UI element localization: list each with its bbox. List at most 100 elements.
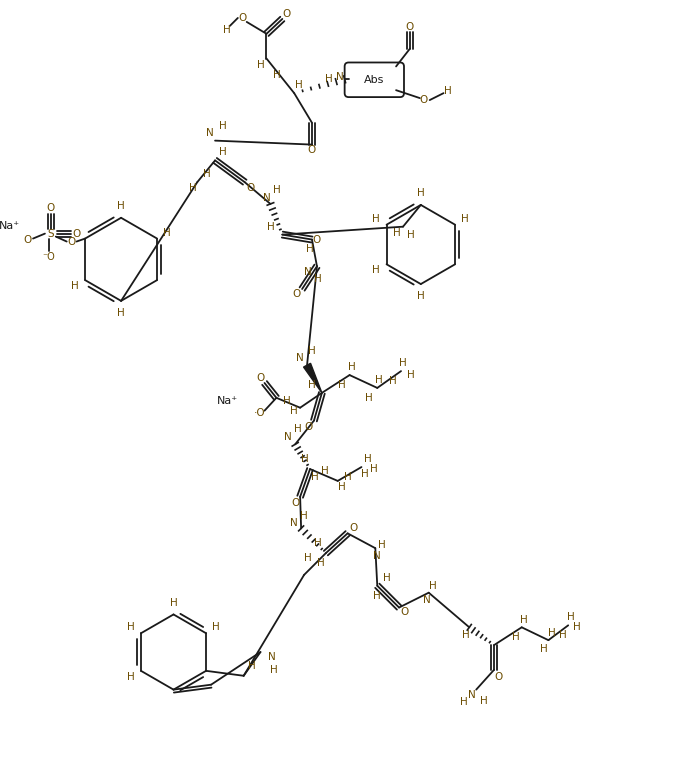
Text: O: O <box>47 203 55 213</box>
Text: O: O <box>420 95 428 105</box>
Text: H: H <box>290 405 298 416</box>
Text: H: H <box>294 424 302 434</box>
Text: O: O <box>256 373 264 383</box>
Text: H: H <box>428 581 437 591</box>
Text: H: H <box>443 86 452 96</box>
Text: H: H <box>223 25 231 35</box>
Text: H: H <box>283 395 291 406</box>
Text: H: H <box>548 628 555 639</box>
Text: N: N <box>468 690 476 700</box>
Text: H: H <box>304 553 312 563</box>
Text: H: H <box>348 362 355 372</box>
Text: O: O <box>23 235 31 245</box>
Text: H: H <box>219 148 227 158</box>
Text: O: O <box>401 607 409 617</box>
Text: Abs: Abs <box>364 75 384 85</box>
Text: H: H <box>372 265 380 275</box>
Text: H: H <box>417 188 424 198</box>
Text: H: H <box>271 664 278 675</box>
Text: H: H <box>338 482 346 491</box>
Text: H: H <box>314 538 322 548</box>
Text: H: H <box>559 630 567 640</box>
Text: N: N <box>206 128 214 138</box>
Text: O: O <box>495 672 503 682</box>
Text: ·O: ·O <box>254 408 265 418</box>
Text: H: H <box>300 511 308 520</box>
Text: H: H <box>573 623 581 632</box>
Text: H: H <box>376 375 383 385</box>
Text: H: H <box>189 183 197 193</box>
Text: H: H <box>257 60 264 70</box>
Text: H: H <box>295 80 303 90</box>
Text: H: H <box>247 661 256 671</box>
Text: N: N <box>336 72 344 82</box>
Text: H: H <box>520 616 527 626</box>
Text: H: H <box>462 214 469 224</box>
Text: H: H <box>365 393 374 403</box>
Text: H: H <box>314 274 322 284</box>
Text: H: H <box>407 370 415 380</box>
Text: H: H <box>540 644 547 654</box>
Text: Na⁺: Na⁺ <box>218 395 239 406</box>
Text: N: N <box>290 518 298 528</box>
Text: H: H <box>512 632 519 642</box>
Text: N: N <box>304 267 312 277</box>
FancyBboxPatch shape <box>344 62 404 97</box>
Text: H: H <box>71 281 79 291</box>
Text: H: H <box>460 697 468 707</box>
Text: N: N <box>374 551 381 561</box>
Text: H: H <box>389 376 397 386</box>
Text: H: H <box>407 229 415 239</box>
Text: H: H <box>393 228 401 238</box>
Text: N: N <box>423 594 431 604</box>
Text: N: N <box>296 354 304 363</box>
Text: H: H <box>344 472 351 482</box>
Text: H: H <box>361 469 368 479</box>
Text: Na⁺: Na⁺ <box>0 221 20 231</box>
Text: H: H <box>370 464 378 474</box>
Text: N: N <box>284 432 292 443</box>
Text: H: H <box>266 222 275 232</box>
Text: H: H <box>383 573 391 583</box>
Polygon shape <box>304 363 322 393</box>
Text: H: H <box>311 472 319 482</box>
Text: O: O <box>308 145 316 155</box>
Text: H: H <box>321 466 329 476</box>
Text: H: H <box>117 201 125 211</box>
Text: H: H <box>308 346 316 357</box>
Text: H: H <box>301 454 309 464</box>
Text: H: H <box>219 121 227 131</box>
Text: H: H <box>462 630 470 640</box>
Text: H: H <box>567 613 575 623</box>
Text: O: O <box>349 523 358 533</box>
Text: O: O <box>304 421 312 431</box>
Text: H: H <box>127 623 134 632</box>
Text: O: O <box>292 289 300 299</box>
Text: O: O <box>73 229 81 239</box>
Text: H: H <box>378 540 386 550</box>
Text: H: H <box>203 169 211 179</box>
Text: H: H <box>480 696 488 706</box>
Text: H: H <box>212 623 220 632</box>
Text: H: H <box>163 228 172 238</box>
Text: H: H <box>399 358 407 368</box>
Text: N: N <box>268 652 276 662</box>
Text: H: H <box>170 597 178 607</box>
Text: H: H <box>317 558 325 568</box>
Text: H: H <box>117 308 125 318</box>
Text: O: O <box>247 183 255 193</box>
Text: O: O <box>68 236 76 247</box>
Text: H: H <box>306 245 314 255</box>
Text: H: H <box>127 672 134 682</box>
Text: H: H <box>338 380 346 390</box>
Text: H: H <box>417 291 424 301</box>
Text: O: O <box>291 498 299 507</box>
Text: H: H <box>363 454 372 464</box>
Text: ⁻O: ⁻O <box>43 252 55 262</box>
Text: H: H <box>273 185 280 195</box>
Text: O: O <box>239 13 247 23</box>
Text: N: N <box>262 193 271 203</box>
Text: O: O <box>406 22 414 32</box>
Text: H: H <box>325 75 333 85</box>
Text: H: H <box>273 70 280 80</box>
